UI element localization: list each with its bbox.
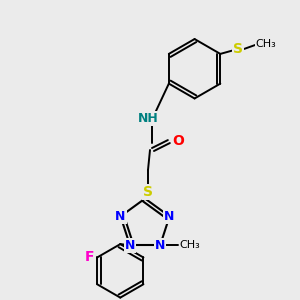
Text: NH: NH [138,112,158,125]
Text: S: S [143,184,153,199]
Text: CH₃: CH₃ [179,240,200,250]
Text: O: O [172,134,184,148]
Text: N: N [155,238,165,252]
Text: S: S [233,42,243,56]
Text: F: F [84,250,94,265]
Text: N: N [116,210,126,223]
Text: CH₃: CH₃ [256,39,276,49]
Text: N: N [125,238,135,252]
Text: N: N [164,210,175,223]
